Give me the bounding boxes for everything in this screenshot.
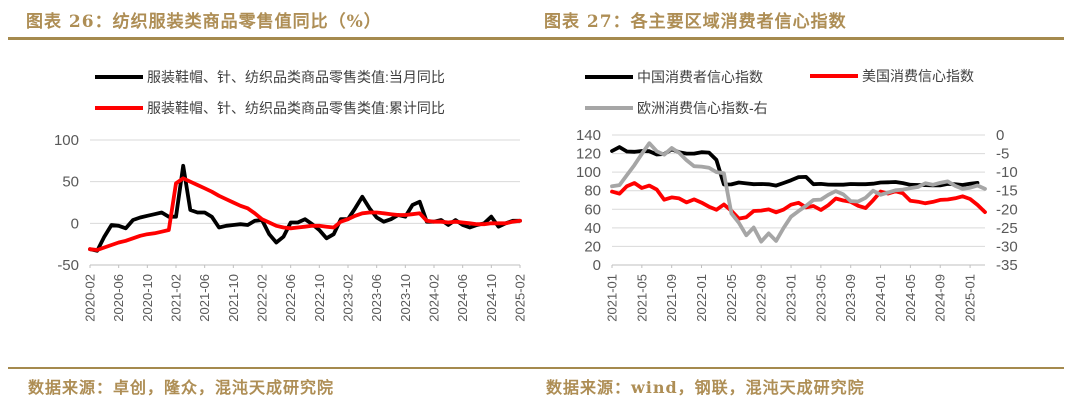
series-line-0 [88,163,522,253]
series-line-1 [610,181,987,221]
legend-row: 服装鞋帽、针、纺织品类商品零售类值:累计同比 [95,97,535,119]
y-axis-label: 120 [576,146,601,163]
figure-27-data-source: 数据来源：wind，钢联，混沌天成研究院 [546,378,865,397]
figure-26-title: 图表 26：纺织服装类商品零售值同比（%） [26,12,382,32]
x-axis-label: 2021-05 [634,274,649,322]
footer-rule [8,367,1064,369]
y-axis-label: 140 [576,127,601,144]
red-line-swatch [95,106,143,110]
x-axis-label: 2025-02 [513,274,528,322]
figure-27-legend: 中国消费者信心指数 美国消费信心指数 欧洲消费信心指数-右 [585,66,1075,128]
y-axis-label: 20 [584,238,601,255]
x-axis-label: 2021-01 [605,274,620,322]
legend-label: 服装鞋帽、针、纺织品类商品零售类值:当月同比 [147,69,445,85]
legend-item-us-index: 美国消费信心指数 [810,66,974,86]
y-axis-label: 50 [62,174,79,191]
right-y-axis-label: 0 [996,127,1004,144]
x-axis-label: 2022-02 [255,274,270,322]
right-y-axis-label: -20 [996,201,1018,218]
y-axis-label: 100 [576,164,601,181]
x-axis-label: 2023-02 [341,274,356,322]
x-axis-label: 2022-05 [724,274,739,322]
series-line-2 [610,141,987,244]
legend-label: 欧洲消费信心指数-右 [637,100,768,116]
legend-label: 中国消费者信心指数 [637,69,763,85]
right-y-axis-label: -35 [996,257,1018,274]
legend-row: 服装鞋帽、针、纺织品类商品零售类值:当月同比 [95,66,535,88]
x-axis-label: 2023-05 [813,274,828,322]
legend-item-europe-index: 欧洲消费信心指数-右 [585,98,768,118]
title-underline-rule [8,37,1064,40]
x-axis-label: 2023-10 [398,274,413,322]
x-axis-label: 2023-09 [843,274,858,322]
figure-26-line-chart: 100 50 0 -50 2020-02 2020-06 2020-10 2021-02 202… [54,132,528,322]
figure-26-legend: 服装鞋帽、针、纺织品类商品零售类值:当月同比 服装鞋帽、针、纺织品类商品零售类值… [95,66,535,128]
x-axis-label: 2022-09 [754,274,769,322]
legend-item-monthly-yoy: 服装鞋帽、针、纺织品类商品零售类值:当月同比 [95,67,445,87]
x-axis-label: 2020-10 [140,274,155,322]
right-y-axis-label: -10 [996,164,1018,181]
figure-27-title: 图表 27：各主要区域消费者信心指数 [544,12,847,32]
x-axis-label: 2024-10 [484,274,499,322]
legend-item-china-index: 中国消费者信心指数 [585,67,763,87]
legend-row: 中国消费者信心指数 美国消费信心指数 [585,66,1075,88]
y-axis-label: 40 [584,220,601,237]
x-axis-label: 2024-09 [933,274,948,322]
x-axis-label: 2020-02 [83,274,98,322]
x-axis-label: 2024-01 [873,274,888,322]
figure-26-data-source: 数据来源：卓创，隆众，混沌天成研究院 [28,378,335,397]
x-axis-label: 2024-06 [455,274,470,322]
x-axis-label: 2022-06 [283,274,298,322]
x-axis-label: 2021-10 [226,274,241,322]
right-y-axis-label: -30 [996,238,1018,255]
x-axis-label: 2023-06 [369,274,384,322]
legend-label: 服装鞋帽、针、纺织品类商品零售类值:累计同比 [147,100,445,116]
x-axis-label: 2025-01 [963,274,978,322]
right-y-axis-label: -5 [996,146,1009,163]
x-axis-label: 2024-05 [903,274,918,322]
black-line-swatch [585,75,633,79]
right-y-axis-label: -25 [996,220,1018,237]
x-axis-label: 2021-09 [664,274,679,322]
x-axis-label: 2022-10 [312,274,327,322]
gray-line-swatch [585,106,633,110]
y-axis-label: 60 [584,201,601,218]
legend-row: 欧洲消费信心指数-右 [585,97,1075,119]
x-axis-label: 2023-01 [784,274,799,322]
series-line-1 [88,176,522,252]
red-line-swatch [810,74,858,78]
x-axis-label: 2024-02 [427,274,442,322]
y-axis-label: 0 [71,215,79,232]
x-axis-label: 2021-02 [169,274,184,322]
x-axis-label: 2022-01 [694,274,709,322]
x-axis-label: 2021-06 [197,274,212,322]
legend-label: 美国消费信心指数 [862,68,974,84]
y-axis-label: 80 [584,183,601,200]
x-axis-label: 2020-06 [111,274,126,322]
figure-27-panel: 图表 27：各主要区域消费者信心指数 中国消费者信心指数 美国消费信心指数 欧洲… [540,0,1080,370]
right-y-axis-label: -15 [996,183,1018,200]
legend-item-cumulative-yoy: 服装鞋帽、针、纺织品类商品零售类值:累计同比 [95,98,445,118]
y-axis-label: 100 [54,132,79,149]
y-axis-label: -50 [57,257,79,274]
figure-26-panel: 图表 26：纺织服装类商品零售值同比（%） 服装鞋帽、针、纺织品类商品零售类值:… [0,0,540,370]
y-axis-label: 0 [593,257,601,274]
black-line-swatch [95,75,143,79]
